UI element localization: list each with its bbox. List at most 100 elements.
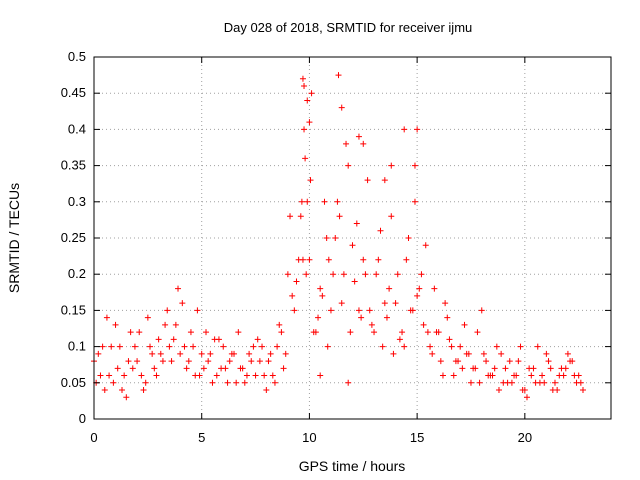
data-point bbox=[301, 82, 308, 89]
data-point bbox=[325, 256, 332, 263]
data-point bbox=[136, 329, 143, 336]
data-point bbox=[450, 372, 457, 379]
data-point bbox=[168, 358, 175, 365]
data-point bbox=[577, 379, 584, 386]
data-point bbox=[564, 350, 571, 357]
data-point bbox=[439, 372, 446, 379]
data-point bbox=[317, 285, 324, 292]
data-point bbox=[121, 372, 128, 379]
data-point bbox=[162, 321, 169, 328]
data-point bbox=[261, 372, 268, 379]
y-tick-label: 0.2 bbox=[68, 266, 86, 281]
data-point bbox=[256, 358, 263, 365]
y-tick-label: 0.4 bbox=[68, 121, 86, 136]
data-point bbox=[519, 387, 526, 394]
data-point bbox=[377, 227, 384, 234]
data-point bbox=[246, 350, 253, 357]
data-point bbox=[108, 343, 115, 350]
data-point bbox=[233, 379, 240, 386]
data-point bbox=[114, 365, 121, 372]
data-point bbox=[231, 350, 238, 357]
data-point bbox=[422, 242, 429, 249]
data-point bbox=[442, 300, 449, 307]
y-tick-label: 0.15 bbox=[61, 302, 86, 317]
x-tick-label: 0 bbox=[90, 430, 97, 445]
data-point bbox=[403, 256, 410, 263]
data-point bbox=[218, 365, 225, 372]
data-point bbox=[338, 104, 345, 111]
chart-title: Day 028 of 2018, SRMTID for receiver ijm… bbox=[224, 20, 473, 35]
data-point bbox=[394, 271, 401, 278]
data-point bbox=[355, 307, 362, 314]
y-tick-label: 0.3 bbox=[68, 194, 86, 209]
data-point bbox=[265, 358, 272, 365]
data-point bbox=[144, 314, 151, 321]
data-point bbox=[381, 177, 388, 184]
y-axis-ticks: 0 0.05 0.1 0.15 0.2 0.25 0.3 0.35 0.4 0.45 0.5 bbox=[61, 49, 611, 426]
data-point bbox=[362, 271, 369, 278]
data-point bbox=[308, 90, 315, 97]
data-point bbox=[478, 307, 485, 314]
data-point bbox=[396, 336, 403, 343]
data-point bbox=[579, 387, 586, 394]
grid bbox=[94, 57, 611, 419]
data-point bbox=[129, 365, 136, 372]
data-point bbox=[254, 336, 261, 343]
data-point bbox=[192, 372, 199, 379]
data-point bbox=[414, 126, 421, 133]
data-point bbox=[399, 329, 406, 336]
data-point bbox=[243, 372, 250, 379]
data-point bbox=[491, 365, 498, 372]
plot-frame bbox=[93, 56, 612, 420]
data-point bbox=[338, 300, 345, 307]
data-point bbox=[306, 256, 313, 263]
data-point bbox=[119, 387, 126, 394]
data-point bbox=[153, 372, 160, 379]
data-point bbox=[302, 155, 309, 162]
x-tick-label: 10 bbox=[302, 430, 316, 445]
data-point bbox=[511, 372, 518, 379]
data-point bbox=[207, 350, 214, 357]
data-point bbox=[187, 329, 194, 336]
data-point bbox=[472, 365, 479, 372]
data-point bbox=[138, 372, 145, 379]
data-point bbox=[360, 140, 367, 147]
data-point bbox=[315, 314, 322, 321]
data-point bbox=[383, 314, 390, 321]
data-point bbox=[452, 358, 459, 365]
data-point bbox=[465, 350, 472, 357]
data-point bbox=[267, 350, 274, 357]
data-point bbox=[155, 336, 162, 343]
data-point bbox=[381, 300, 388, 307]
data-point bbox=[116, 343, 123, 350]
data-point bbox=[366, 307, 373, 314]
data-point bbox=[295, 256, 302, 263]
x-tick-label: 5 bbox=[198, 430, 205, 445]
data-point bbox=[528, 372, 535, 379]
data-point bbox=[549, 387, 556, 394]
data-point bbox=[530, 365, 537, 372]
data-point bbox=[575, 372, 582, 379]
data-point bbox=[213, 372, 220, 379]
data-point bbox=[536, 379, 543, 386]
data-point bbox=[401, 343, 408, 350]
data-point bbox=[431, 285, 438, 292]
data-point bbox=[181, 343, 188, 350]
data-point bbox=[424, 329, 431, 336]
data-point bbox=[209, 379, 216, 386]
data-point bbox=[498, 350, 505, 357]
data-point bbox=[147, 343, 154, 350]
data-point bbox=[284, 271, 291, 278]
x-tick-label: 15 bbox=[410, 430, 424, 445]
y-tick-label: 0.25 bbox=[61, 230, 86, 245]
data-point bbox=[241, 379, 248, 386]
data-point bbox=[495, 387, 502, 394]
x-axis-label: GPS time / hours bbox=[299, 458, 406, 474]
data-point bbox=[343, 140, 350, 147]
y-tick-label: 0 bbox=[79, 411, 86, 426]
data-point bbox=[276, 321, 283, 328]
data-point bbox=[198, 350, 205, 357]
data-point bbox=[335, 72, 342, 79]
